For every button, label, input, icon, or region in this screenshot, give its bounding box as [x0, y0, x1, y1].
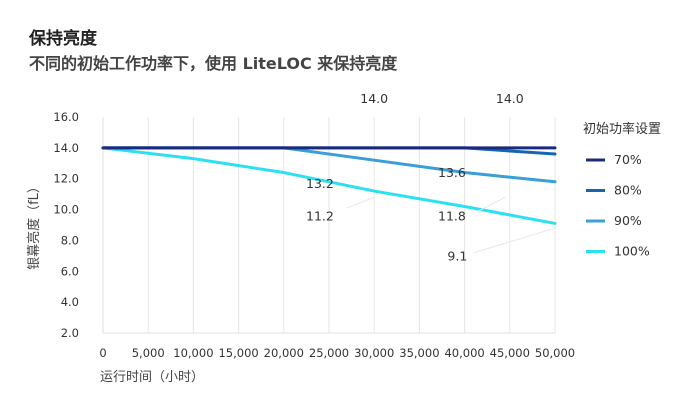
axes: 2.0 4.0 6.0 8.0 10.0 12.0 14.0 16.0 0 5,000 10,000… [26, 110, 575, 385]
x-tick-label: 45,000 [490, 346, 530, 360]
annotation-leader [473, 227, 556, 254]
y-tick-label: 2.0 [61, 326, 79, 340]
annotation-leader [346, 196, 375, 209]
y-tick-label: 6.0 [61, 264, 79, 278]
x-tick-label: 20,000 [264, 346, 304, 360]
x-tick-label: 30,000 [354, 346, 394, 360]
x-tick-label: 50,000 [535, 346, 575, 360]
annotation-label: 14.0 [496, 91, 524, 106]
x-tick-label: 35,000 [399, 346, 439, 360]
legend-title: 初始功率设置 [583, 121, 661, 137]
y-axis-title: 银幕亮度（fL） [26, 180, 42, 270]
annotation-label: 13.6 [438, 165, 466, 180]
series-lines [101, 146, 557, 225]
series-line-100pct [101, 146, 557, 225]
x-tick-label: 0 [99, 346, 106, 360]
annotation-label: 13.2 [306, 176, 334, 191]
annotation-label: 14.0 [360, 91, 388, 106]
x-axis-title: 运行时间（小时） [100, 370, 204, 385]
legend-label: 90% [614, 213, 642, 228]
annotation-label: 11.2 [306, 208, 334, 223]
x-tick-label: 25,000 [309, 346, 349, 360]
annotation-label: 11.8 [438, 208, 466, 223]
chart-title: 保持亮度 [29, 29, 97, 49]
legend-label: 80% [614, 183, 642, 198]
y-tick-label: 4.0 [61, 295, 79, 309]
x-tick-label: 10,000 [173, 346, 213, 360]
legend: 初始功率设置 70% 80% 90% 100% [583, 121, 661, 259]
annotations: 14.0 14.0 13.2 11.2 13.6 11.8 9.1 [306, 91, 556, 263]
chart-subtitle: 不同的初始工作功率下，使用 LiteLOC 来保持亮度 [29, 54, 398, 73]
legend-label: 70% [614, 152, 642, 167]
legend-label: 100% [614, 244, 650, 259]
x-tick-label: 15,000 [218, 346, 258, 360]
annotation-label: 9.1 [447, 248, 467, 263]
y-tick-label: 14.0 [53, 141, 79, 155]
y-tick-label: 10.0 [53, 203, 79, 217]
annotation-leader [478, 196, 506, 212]
y-tick-label: 8.0 [61, 233, 79, 247]
y-tick-label: 12.0 [53, 172, 79, 186]
x-tick-label: 5,000 [132, 346, 165, 360]
y-tick-label: 16.0 [53, 110, 79, 124]
x-tick-label: 40,000 [444, 346, 484, 360]
